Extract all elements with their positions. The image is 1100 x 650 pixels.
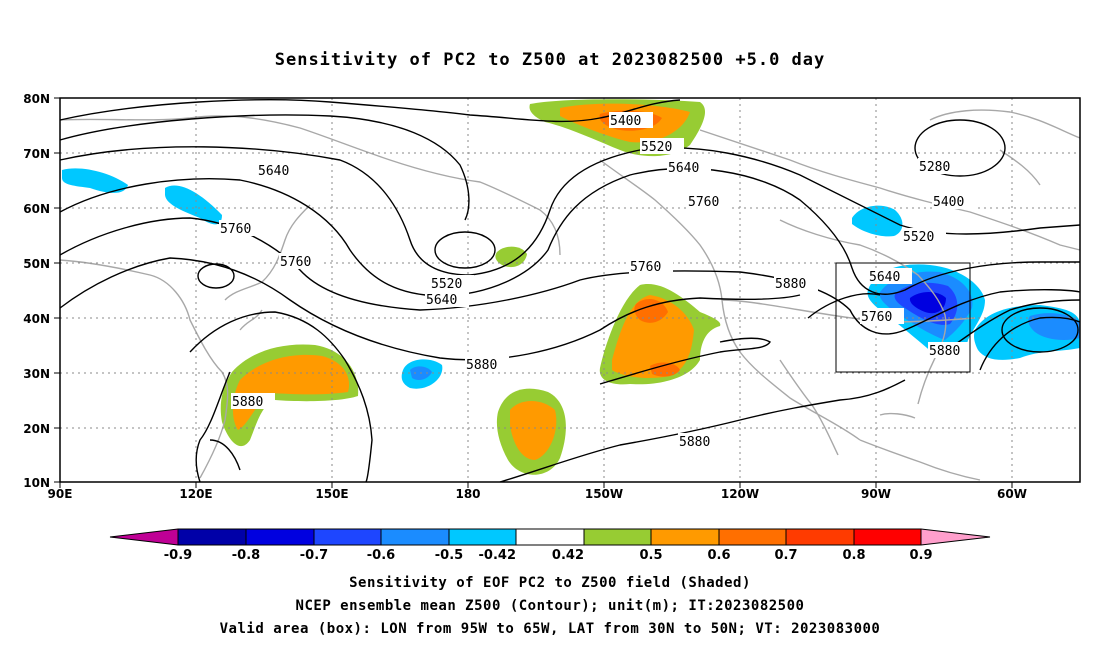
contour-label: 5760 — [688, 195, 719, 210]
contour-label: 5640 — [426, 293, 457, 308]
shade-pos-2 — [495, 246, 527, 268]
contour-label: 5880 — [232, 395, 263, 410]
colorbar-segment — [246, 529, 314, 545]
shade-pos-3b — [232, 354, 350, 430]
contour-label: 5760 — [220, 222, 251, 237]
lon-label: 120W — [721, 487, 759, 501]
contour-label: 5280 — [919, 160, 950, 175]
lat-axis-labels: 80N 70N 60N 50N 40N 30N 20N 10N — [23, 92, 50, 490]
colorbar-segment — [449, 529, 516, 545]
contour-label: 5880 — [775, 277, 806, 292]
lat-label: 70N — [23, 147, 50, 161]
contour-label: 5640 — [668, 161, 699, 176]
contour-label: 5520 — [431, 277, 462, 292]
colorbar-label: 0.5 — [639, 548, 662, 563]
map-frame — [59, 97, 1081, 483]
tick-marks — [54, 97, 1013, 488]
colorbar-segment — [719, 529, 786, 545]
grid — [60, 98, 1080, 482]
lon-label: 90W — [861, 487, 891, 501]
contour-label: 5640 — [869, 270, 900, 285]
colorbar: -0.9 -0.8 -0.7 -0.6 -0.5 -0.42 0.42 0.5 … — [109, 528, 991, 563]
lat-label: 30N — [23, 367, 50, 381]
colorbar-segment — [381, 529, 449, 545]
lat-label: 20N — [23, 422, 50, 436]
caption-contour: NCEP ensemble mean Z500 (Contour); unit(… — [295, 598, 805, 614]
lon-label: 60W — [997, 487, 1027, 501]
colorbar-label: 0.42 — [552, 548, 584, 563]
contour-label: 5400 — [610, 114, 641, 129]
colorbar-segment — [584, 529, 651, 545]
colorbar-left-arrow — [110, 529, 178, 545]
colorbar-label: -0.9 — [164, 548, 192, 563]
colorbar-segment — [516, 529, 584, 545]
contour-label: 5640 — [258, 164, 289, 179]
contour-label: 5760 — [280, 255, 311, 270]
lat-label: 40N — [23, 312, 50, 326]
caption-valid-area: Valid area (box): LON from 95W to 65W, L… — [219, 621, 881, 637]
colorbar-label: 0.6 — [707, 548, 730, 563]
colorbar-label: -0.8 — [232, 548, 260, 563]
lat-label: 10N — [23, 476, 50, 490]
contour-label: 5520 — [903, 230, 934, 245]
shade-pos-5c — [634, 298, 668, 323]
valid-area-box — [835, 262, 971, 373]
lat-label: 50N — [23, 257, 50, 271]
colorbar-segment — [314, 529, 381, 545]
colorbar-segment — [854, 529, 921, 545]
shade-neg-2 — [165, 185, 222, 225]
shade-pos-4b — [510, 401, 557, 460]
colorbar-label: 0.9 — [909, 548, 932, 563]
lat-label: 80N — [23, 92, 50, 106]
colorbar-segment — [786, 529, 854, 545]
lon-label: 150W — [585, 487, 623, 501]
lon-label: 150E — [315, 487, 348, 501]
lon-label: 120E — [179, 487, 212, 501]
colorbar-label: 0.7 — [774, 548, 797, 563]
colorbar-label: -0.5 — [435, 548, 463, 563]
colorbar-label: -0.7 — [300, 548, 328, 563]
shade-pos-5b — [612, 295, 694, 378]
contour-label: 5760 — [861, 310, 892, 325]
contour-label: 5880 — [929, 344, 960, 359]
lon-label: 90E — [48, 487, 73, 501]
lat-label: 60N — [23, 202, 50, 216]
contour-label: 5880 — [679, 435, 710, 450]
caption-shading: Sensitivity of EOF PC2 to Z500 field (Sh… — [349, 575, 751, 591]
lon-axis-labels: 90E 120E 150E 180 150W 120W 90W 60W — [48, 487, 1027, 501]
contour-label: 5520 — [641, 140, 672, 155]
contour-label: 5760 — [630, 260, 661, 275]
lon-label: 180 — [455, 487, 480, 501]
colorbar-segment — [651, 529, 719, 545]
contour-label: 5400 — [933, 195, 964, 210]
contour-label: 5880 — [466, 358, 497, 373]
shade-neg-6b — [1028, 313, 1080, 340]
colorbar-right-arrow — [921, 529, 990, 545]
map-title: Sensitivity of PC2 to Z500 at 2023082500… — [274, 50, 826, 70]
colorbar-label: -0.42 — [479, 548, 516, 563]
shade-neg-1 — [62, 168, 128, 193]
contour-labels: 5640 5760 5760 5520 5640 5880 5880 5880 … — [219, 112, 976, 450]
shade-neg-4 — [852, 205, 903, 237]
colorbar-label: 0.8 — [842, 548, 865, 563]
colorbar-label: -0.6 — [367, 548, 395, 563]
colorbar-segment — [178, 529, 246, 545]
